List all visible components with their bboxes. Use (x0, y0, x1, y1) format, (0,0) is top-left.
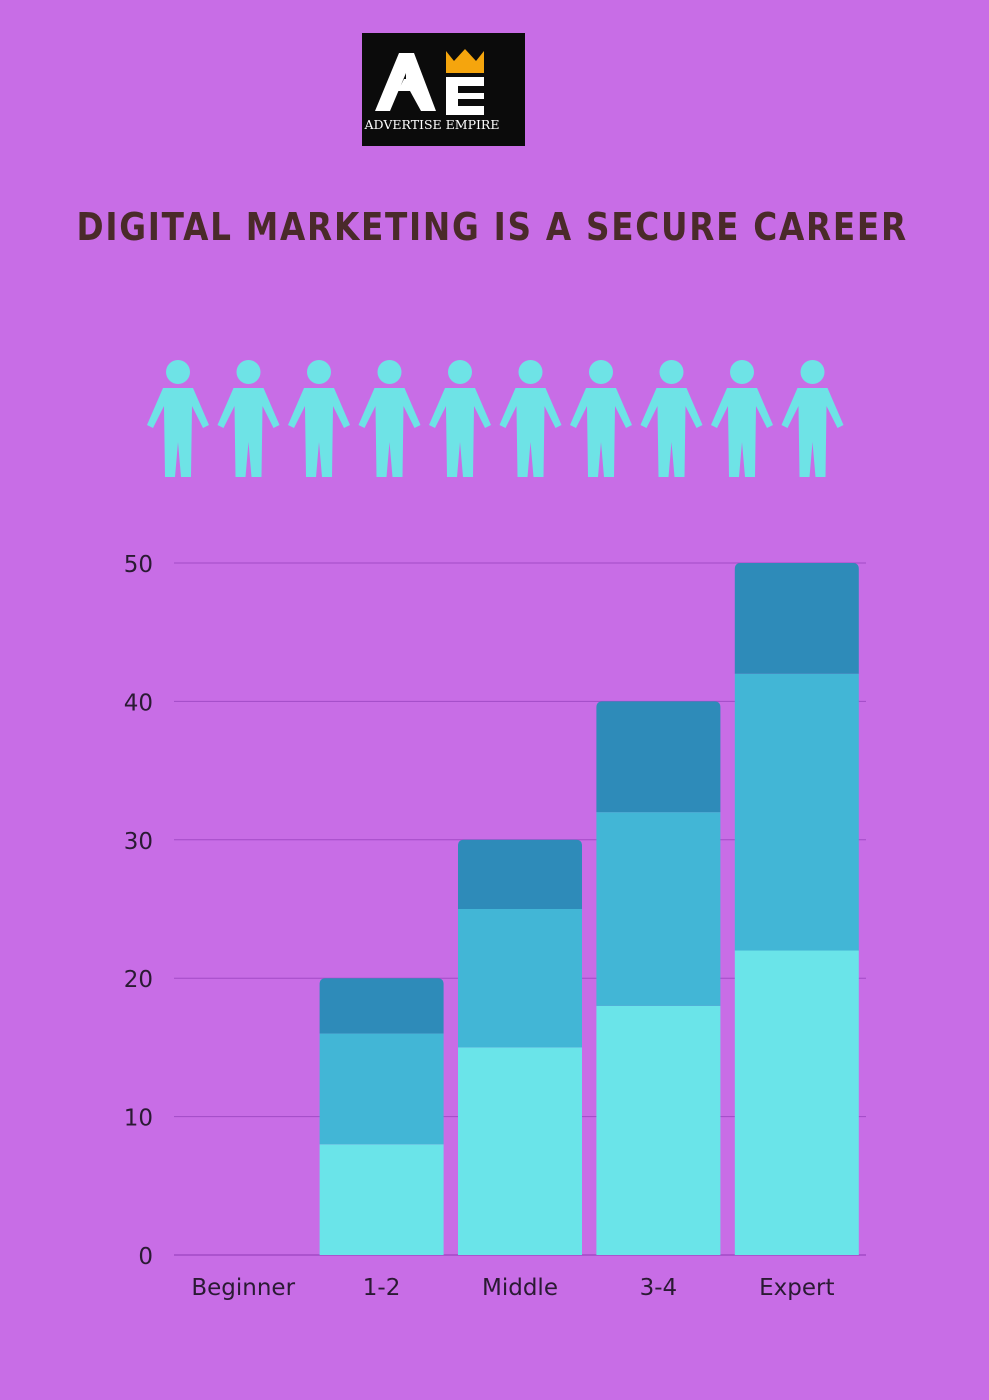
bar-segment (734, 673, 859, 951)
y-tick-label: 50 (124, 552, 153, 578)
bar-segment (596, 1005, 721, 1255)
y-tick-label: 30 (124, 829, 153, 855)
y-tick-label: 20 (124, 967, 153, 993)
x-tick-label: 3-4 (640, 1275, 678, 1301)
person-icon (711, 360, 773, 477)
logo-letter-e-icon (446, 77, 484, 115)
bar-segment (458, 1047, 582, 1255)
x-tick-label: Middle (482, 1275, 558, 1301)
bar-segment (458, 909, 582, 1048)
logo-letter-a-icon (375, 53, 436, 111)
logo-mark (375, 49, 484, 115)
brand-logo: ADVERTISE EMPIRE (362, 33, 525, 146)
person-icon (640, 360, 703, 477)
person-icon (288, 360, 350, 477)
person-icon (570, 360, 632, 477)
y-tick-label: 0 (138, 1244, 153, 1270)
bar-segment (734, 563, 859, 674)
people-row (147, 360, 844, 477)
bar-segment (319, 978, 444, 1034)
bar-segment (319, 1033, 444, 1145)
x-tick-label: 1-2 (363, 1275, 401, 1301)
person-icon (429, 360, 491, 477)
page-title: DIGITAL MARKETING IS A SECURE CAREER (76, 205, 908, 249)
person-icon (147, 360, 209, 477)
bar-segment (596, 701, 721, 813)
x-tick-label: Expert (759, 1275, 834, 1301)
bar-segment (319, 1144, 444, 1255)
logo-name: ADVERTISE EMPIRE (364, 117, 500, 132)
crown-icon (446, 49, 484, 73)
person-icon (781, 360, 844, 477)
person-icon (499, 360, 562, 477)
person-icon (217, 360, 280, 477)
bar-segment (596, 812, 721, 1006)
person-icon (358, 360, 421, 477)
bar-segment (458, 839, 582, 909)
y-tick-label: 10 (124, 1106, 153, 1132)
y-tick-label: 40 (124, 690, 153, 716)
x-tick-label: Beginner (191, 1275, 295, 1301)
bar-segment (734, 950, 859, 1255)
